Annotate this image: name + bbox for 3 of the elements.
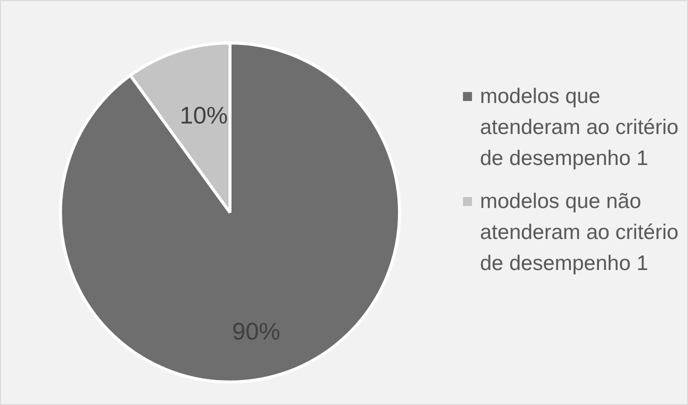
- legend-label: modelos que atenderam ao critério de desempenho 1: [480, 84, 680, 172]
- data-label: 10%: [180, 102, 228, 130]
- legend-label: modelos que não atenderam ao critério de desempenho 1: [480, 189, 680, 277]
